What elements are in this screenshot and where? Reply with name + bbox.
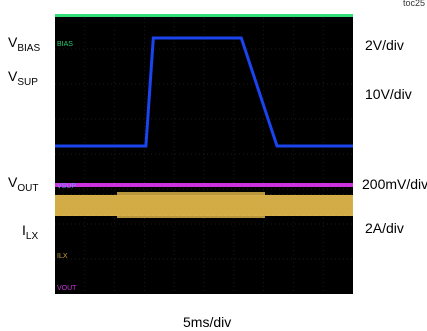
vbias-label: VBIAS [8,34,41,54]
vsup-label: VSUP [8,68,38,88]
vsup-scale: 10V/div [365,86,412,102]
vout-label: VOUT [8,174,39,194]
ilx-scale: 2A/div [365,220,404,236]
time-scale: 5ms/div [183,314,232,330]
iout-annotation: IOUT = 3.5A [119,264,189,284]
figure-id: toc25 [402,0,425,8]
vout-tag: VOUT [57,285,77,292]
vout-scale: 200mV/div [362,176,427,192]
ilx-tag: ILX [57,253,68,260]
vsup-trace [55,36,353,148]
scope-plot: BIAS VSUP ILX VOUT [55,14,353,294]
mode-annotation: FPWM [119,244,162,260]
ilx-ripple [55,194,352,216]
scope-screen: BIAS VSUP ILX VOUT 42V 12V FPWM IOUT = 3… [55,14,353,294]
bias-tag: BIAS [57,41,73,48]
low-voltage-annotation: 12V [71,123,96,139]
high-voltage-annotation: 42V [92,20,117,36]
vout-trace [55,183,353,187]
scope-grid [55,14,353,294]
vbias-scale: 2V/div [365,37,404,53]
vsup-tag: VSUP [57,183,76,190]
ilx-label: ILX [22,222,39,242]
